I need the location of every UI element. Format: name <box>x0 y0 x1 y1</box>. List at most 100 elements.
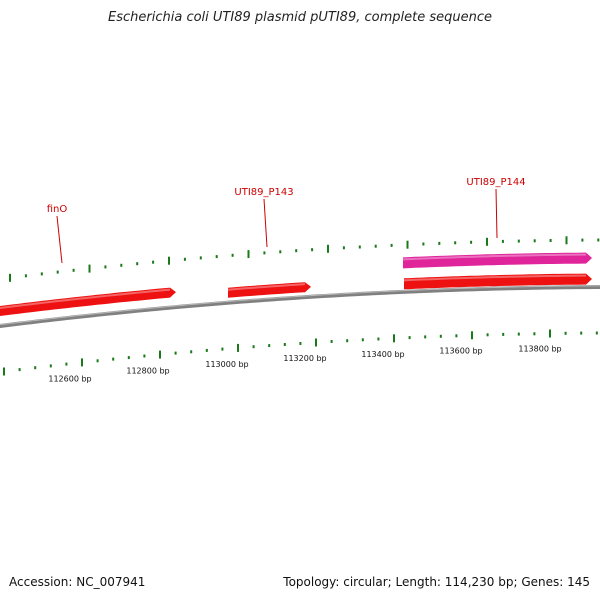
gene-callouts: finO UTI89_P143 UTI89_P144 <box>47 177 526 264</box>
inner-tick-minor <box>268 344 271 348</box>
sequence-backbone-highlight <box>0 285 600 326</box>
inner-tick-minor <box>221 347 224 351</box>
outer-tick-major <box>565 236 568 245</box>
outer-tick-minor <box>454 241 457 245</box>
inner-tick-major <box>315 338 317 347</box>
gene-arrow-uti89-p144-highlight <box>403 274 587 282</box>
gene-arrow-uti89-p144 <box>404 273 592 290</box>
outer-tick-track <box>9 236 600 282</box>
inner-tick-minor <box>96 359 99 363</box>
gene-arrow-fino <box>0 287 176 317</box>
outer-tick-minor <box>263 251 266 255</box>
inner-tick-major <box>237 343 239 352</box>
inner-tick-minor <box>190 350 193 354</box>
inner-tick-minor <box>377 337 380 341</box>
outer-tick-minor <box>342 246 345 250</box>
inner-tick-minor <box>486 333 489 337</box>
outer-tick-minor <box>279 250 282 254</box>
inner-tick-minor <box>424 335 427 339</box>
inner-tick-major <box>471 331 473 340</box>
gene-arrow-magenta <box>403 252 592 269</box>
outer-tick-major <box>88 264 91 273</box>
outer-tick-minor <box>533 239 536 243</box>
outer-tick-minor <box>199 256 202 260</box>
inner-tick-major <box>3 367 5 376</box>
outer-tick-minor <box>422 242 425 246</box>
outer-tick-minor <box>549 239 552 242</box>
outer-tick-major <box>486 237 488 246</box>
sequence-backbone <box>0 285 600 329</box>
accession-label: Accession: NC_007941 <box>9 575 146 589</box>
inner-tick-minor <box>65 362 68 366</box>
inner-tick-minor <box>517 332 520 336</box>
gene-uti89-p144-leader-line <box>495 188 498 239</box>
gene-arrow-uti89-p143-highlight <box>227 283 306 291</box>
scale-label: 113400 bp <box>361 350 404 359</box>
outer-tick-minor <box>215 255 218 259</box>
outer-tick-minor <box>374 244 377 248</box>
inner-tick-minor <box>112 357 115 361</box>
outer-tick-minor <box>72 268 75 272</box>
inner-tick-minor <box>361 338 364 342</box>
inner-tick-minor <box>174 351 177 355</box>
inner-tick-minor <box>502 332 505 336</box>
inner-tick-major <box>549 329 551 338</box>
inner-tick-minor <box>330 340 333 343</box>
outer-tick-major <box>247 250 250 259</box>
outer-tick-minor <box>24 274 27 278</box>
outer-tick-minor <box>501 239 504 243</box>
gene-fino-leader-line <box>56 215 63 264</box>
outer-tick-minor <box>56 270 59 274</box>
outer-tick-minor <box>152 260 155 264</box>
inner-tick-minor <box>455 334 458 338</box>
inner-tick-major <box>159 350 161 359</box>
map-title: Escherichia coli UTI89 plasmid pUTI89, c… <box>108 10 492 25</box>
outer-tick-minor <box>104 265 107 269</box>
inner-tick-minor <box>564 331 567 335</box>
inner-tick-minor <box>283 343 286 346</box>
outer-tick-minor <box>183 257 186 261</box>
scale-label: 112800 bp <box>126 367 169 376</box>
outer-tick-minor <box>311 248 314 252</box>
gene-arrow-magenta-highlight <box>402 253 587 261</box>
inner-tick-minor <box>533 332 536 336</box>
inner-tick-minor <box>439 334 442 338</box>
scale-label: 113800 bp <box>518 345 561 354</box>
outer-tick-minor <box>40 272 43 276</box>
inner-tick-major <box>393 334 395 343</box>
inner-tick-minor <box>252 345 255 349</box>
inner-tick-minor <box>49 364 52 368</box>
outer-tick-minor <box>358 245 361 249</box>
outer-tick-minor <box>597 238 600 242</box>
scale-label: 113200 bp <box>283 354 326 363</box>
outer-tick-minor <box>120 263 123 267</box>
outer-tick-minor <box>470 240 473 244</box>
gene-fino-label: finO <box>47 204 68 215</box>
inner-tick-minor <box>18 368 21 372</box>
outer-tick-major <box>327 244 329 253</box>
sequence-summary: Topology: circular; Length: 114,230 bp; … <box>283 575 590 589</box>
inner-tick-minor <box>299 342 302 345</box>
gene-arrow-uti89-p143 <box>228 282 311 298</box>
gene-track <box>0 252 592 317</box>
outer-tick-minor <box>438 241 441 245</box>
outer-tick-minor <box>136 262 139 266</box>
inner-tick-minor <box>34 366 37 370</box>
outer-tick-minor <box>231 253 234 257</box>
outer-tick-major <box>168 256 170 265</box>
scale-label: 113600 bp <box>439 347 482 356</box>
scale-label: 112600 bp <box>48 375 91 384</box>
inner-tick-minor <box>408 336 411 340</box>
inner-tick-minor <box>205 348 208 352</box>
outer-tick-minor <box>390 243 393 247</box>
inner-tick-track <box>3 329 598 376</box>
outer-tick-major <box>9 273 11 282</box>
outer-tick-minor <box>517 239 520 243</box>
outer-tick-major <box>406 240 409 249</box>
gene-arrow-fino-highlight <box>0 288 171 310</box>
inner-tick-minor <box>595 331 598 335</box>
inner-tick-minor <box>580 331 583 335</box>
outer-tick-minor <box>581 238 584 242</box>
